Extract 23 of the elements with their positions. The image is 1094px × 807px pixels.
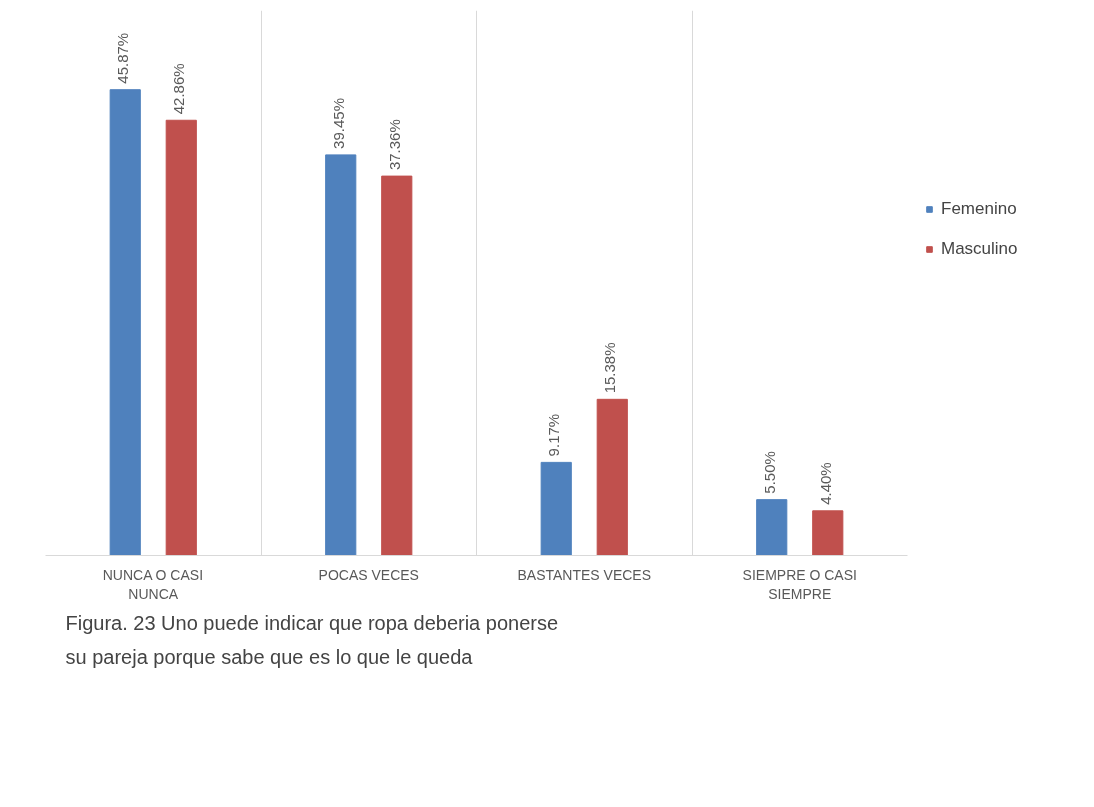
data-label: 39.45%: [329, 98, 347, 149]
bar: [109, 89, 141, 556]
data-label: 42.86%: [170, 63, 188, 115]
x-tick-label: POCAS VECES: [318, 566, 419, 583]
data-label: 15.38%: [601, 342, 619, 394]
x-tick-label: NUNCA O CASI NUNCA: [102, 566, 204, 602]
bar: [381, 175, 413, 556]
bar: [596, 398, 628, 556]
legend-label: Femenino: [941, 199, 1017, 219]
data-label: 5.50%: [760, 451, 778, 494]
data-label: 9.17%: [545, 413, 563, 457]
x-tick-label: BASTANTES VECES: [517, 566, 652, 583]
bar: [325, 154, 357, 556]
bar: [540, 461, 572, 556]
legend-label: Masculino: [941, 239, 1018, 259]
bar: [812, 510, 844, 556]
bar: [756, 499, 788, 556]
bar: [165, 119, 197, 556]
data-label: 4.40%: [816, 462, 834, 505]
text: Figura. 23 Uno puede indicar que ropa deberia ponerse su pareja porque sabe que es lo que le queda: [65, 611, 559, 668]
x-tick-label: SIEMPRE O CASI SIEMPRE: [742, 566, 857, 602]
data-label: 37.36%: [385, 119, 403, 171]
data-label: 45.87%: [114, 32, 132, 84]
